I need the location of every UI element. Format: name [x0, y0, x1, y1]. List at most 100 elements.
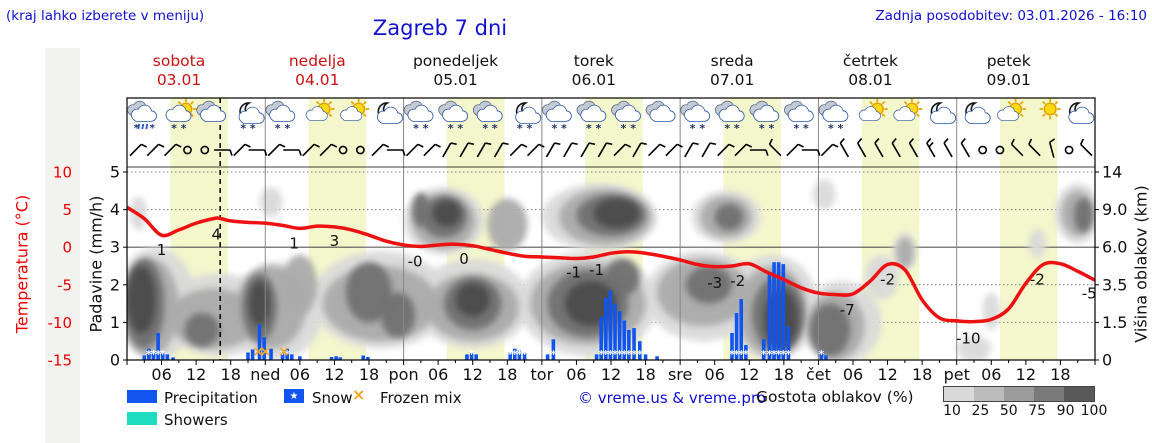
cloud-snow-icon: * * — [542, 100, 572, 135]
svg-text:-2: -2 — [880, 270, 895, 288]
rain-snow-cloud-icon: * * — [127, 100, 157, 134]
svg-text:*: * — [507, 348, 513, 361]
day-name: petek — [986, 52, 1031, 70]
frozen-mix-icon: × — [352, 385, 366, 404]
cloud-snow-icon: * * — [749, 100, 780, 135]
svg-text:3.5: 3.5 — [1102, 275, 1127, 294]
svg-text:pon: pon — [389, 365, 419, 384]
svg-text:-10: -10 — [956, 330, 981, 348]
weather-icons: * * * * * * * * * * * * * * * * * * * * * * * * * * * … — [127, 98, 1095, 135]
cloud-snow-icon: * * — [680, 100, 711, 135]
svg-text:-5: -5 — [1082, 284, 1097, 302]
svg-text:*: * — [743, 348, 749, 361]
svg-text:-2: -2 — [730, 272, 745, 290]
svg-text:* *: * * — [448, 122, 464, 135]
svg-text:*: * — [151, 348, 157, 361]
svg-text:18: 18 — [497, 365, 517, 384]
day-name: ponedeljek — [412, 52, 499, 70]
sun-cloud-icon — [305, 98, 335, 121]
colorbar-scale-label: 25 — [971, 403, 990, 419]
svg-text:12: 12 — [324, 365, 344, 384]
svg-text:*: * — [818, 348, 824, 361]
svg-text:ned: ned — [250, 365, 280, 384]
day-name: četrtek — [842, 52, 898, 70]
svg-text:06: 06 — [981, 365, 1001, 384]
svg-text:*: * — [608, 348, 614, 361]
sun-cloud-icon — [893, 98, 923, 121]
svg-text:*: * — [734, 348, 740, 361]
moon-cloud-snow-icon: * * — [515, 102, 542, 135]
svg-text:3: 3 — [110, 238, 120, 257]
wind-barbs — [129, 138, 1093, 158]
svg-text:*: * — [280, 348, 286, 361]
colorbar-segment — [1064, 387, 1094, 401]
svg-text:* *: * * — [275, 122, 291, 135]
svg-text:tor: tor — [531, 365, 554, 384]
day-separators — [264, 98, 958, 360]
svg-text:0: 0 — [1102, 351, 1112, 370]
svg-text:-2: -2 — [1030, 270, 1045, 288]
svg-text:čet: čet — [806, 365, 831, 384]
svg-text:*: * — [637, 348, 643, 361]
day-date: 03.01 — [156, 71, 202, 89]
svg-text:06: 06 — [290, 365, 310, 384]
svg-text:*: * — [150, 123, 156, 134]
svg-text:*: * — [612, 348, 618, 361]
colorbar-scale-label: 90 — [1056, 403, 1075, 419]
svg-text:12: 12 — [186, 365, 206, 384]
sun-cloud-icon — [997, 98, 1027, 121]
moon-cloud-snow-icon: * * — [238, 102, 265, 135]
precipitation-swatch — [127, 390, 157, 403]
colorbar-scale-label: 50 — [999, 403, 1018, 419]
svg-text:*: * — [621, 348, 627, 361]
day-name: sreda — [710, 52, 754, 70]
svg-text:12: 12 — [877, 365, 897, 384]
svg-text:06: 06 — [843, 365, 863, 384]
colorbar-scale-label: 100 — [1080, 403, 1108, 419]
axis-ticks — [123, 171, 1099, 365]
svg-text:*: * — [512, 348, 518, 361]
svg-text:6.0: 6.0 — [1102, 238, 1127, 257]
svg-text:* *: * * — [793, 122, 809, 135]
svg-text:18: 18 — [1050, 365, 1070, 384]
svg-text:5: 5 — [110, 163, 120, 182]
svg-text:* *: * * — [586, 122, 602, 135]
svg-text:4: 4 — [110, 200, 120, 219]
svg-text:12: 12 — [739, 365, 759, 384]
cloud-icon — [196, 100, 227, 122]
svg-text:18: 18 — [774, 365, 794, 384]
svg-text:18: 18 — [221, 365, 241, 384]
svg-text:* *: * * — [690, 122, 706, 135]
cloud-snow-icon: * * — [576, 100, 607, 135]
copyright-link[interactable]: © vreme.us & vreme.pro — [578, 389, 766, 407]
cloud-icon — [645, 100, 676, 122]
colorbar-segment — [1034, 387, 1064, 401]
moon-cloud-icon — [930, 102, 957, 124]
cloud-density-legend-title: Gostota oblakov (%) — [756, 388, 914, 406]
precipitation-bars — [142, 262, 828, 360]
svg-text:*: * — [550, 348, 556, 361]
svg-text:*: * — [776, 348, 782, 361]
svg-text:* *: * * — [413, 122, 429, 135]
svg-text:* *: * * — [828, 122, 844, 135]
svg-text:*: * — [767, 348, 773, 361]
day-date: 08.01 — [848, 71, 893, 89]
svg-text:12: 12 — [463, 365, 483, 384]
svg-text:* *: * * — [171, 122, 187, 135]
svg-text:-5: -5 — [57, 276, 72, 294]
day-name: torek — [573, 52, 614, 70]
frozen-mix-legend-label: Frozen mix — [380, 389, 462, 407]
svg-text:*: * — [598, 348, 604, 361]
colorbar-segment — [944, 387, 974, 401]
colorbar-scale-label: 10 — [943, 403, 961, 419]
svg-text:06: 06 — [705, 365, 725, 384]
svg-text:14: 14 — [1102, 163, 1122, 182]
svg-text:1.5: 1.5 — [1102, 313, 1127, 332]
svg-text:*: * — [729, 348, 735, 361]
svg-text:06: 06 — [566, 365, 586, 384]
frozen-mix-markers: ×× × — [253, 344, 290, 360]
svg-text:1: 1 — [289, 234, 299, 252]
svg-text:4: 4 — [212, 226, 222, 244]
svg-text:0: 0 — [62, 239, 72, 257]
